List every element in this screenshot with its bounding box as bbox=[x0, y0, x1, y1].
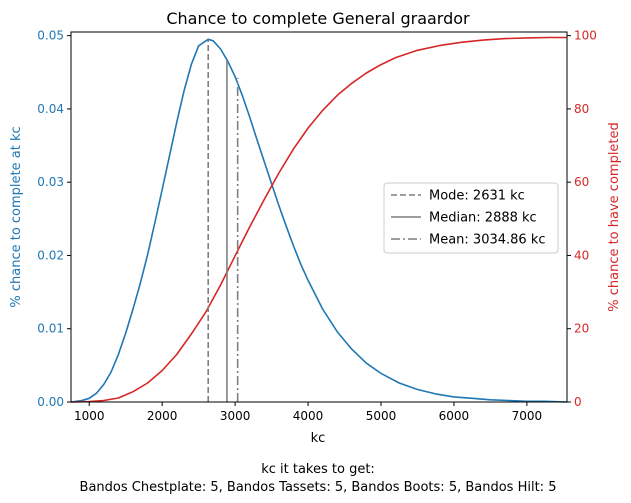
plot-frame bbox=[70, 31, 568, 403]
x-axis: 1000 2000 3000 4000 5000 6000 7000 bbox=[74, 402, 542, 423]
footer-line-1: kc it takes to get: bbox=[261, 462, 375, 477]
series-line-right bbox=[70, 36, 567, 403]
x-tick-label: 7000 bbox=[512, 409, 543, 423]
legend: Mode: 2631 kc Median: 2888 kc Mean: 3034.8… bbox=[383, 182, 559, 254]
y-left-tick-label: 0.01 bbox=[37, 322, 64, 336]
x-tick-label: 4000 bbox=[293, 409, 324, 423]
y-left-tick-label: 0.04 bbox=[37, 102, 64, 116]
series-line-left bbox=[70, 38, 568, 403]
y-left-tick-label: 0.02 bbox=[37, 248, 64, 262]
series-layer bbox=[70, 36, 568, 403]
y-right-tick-label: 20 bbox=[574, 322, 589, 336]
y-left-tick-label: 0.00 bbox=[37, 395, 64, 409]
legend-label-3: Mean: 3034.86 kc bbox=[429, 233, 546, 248]
x-tick-label: 6000 bbox=[439, 409, 470, 423]
y-right-tick-label: 60 bbox=[574, 175, 589, 189]
chart-title: Chance to complete General graardor bbox=[166, 9, 470, 28]
y-axis-left: 0.00 0.01 0.02 0.03 0.04 0.05 bbox=[37, 29, 71, 409]
x-tick-label: 3000 bbox=[220, 409, 251, 423]
y-right-tick-label: 0 bbox=[574, 395, 582, 409]
legend-label-1: Mode: 2631 kc bbox=[429, 189, 525, 204]
y-axis-right-label: % chance to have completed bbox=[607, 122, 622, 312]
legend-label-2: Median: 2888 kc bbox=[429, 211, 537, 226]
marker-layer bbox=[207, 39, 239, 402]
y-right-tick-label: 100 bbox=[574, 29, 597, 43]
y-right-tick-label: 80 bbox=[574, 102, 589, 116]
legend-box bbox=[383, 182, 559, 254]
x-tick-label: 1000 bbox=[74, 409, 105, 423]
x-tick-label: 5000 bbox=[366, 409, 397, 423]
x-axis-label: kc bbox=[311, 431, 326, 446]
y-axis-right: 0 20 40 60 80 100 bbox=[567, 29, 597, 409]
x-tick-label: 2000 bbox=[147, 409, 178, 423]
y-left-tick-label: 0.03 bbox=[37, 175, 64, 189]
y-axis-left-label: % chance to complete at kc bbox=[9, 126, 24, 307]
y-left-tick-label: 0.05 bbox=[37, 29, 64, 43]
footer-line-2: Bandos Chestplate: 5, Bandos Tassets: 5,… bbox=[80, 480, 557, 495]
y-right-tick-label: 40 bbox=[574, 248, 589, 262]
